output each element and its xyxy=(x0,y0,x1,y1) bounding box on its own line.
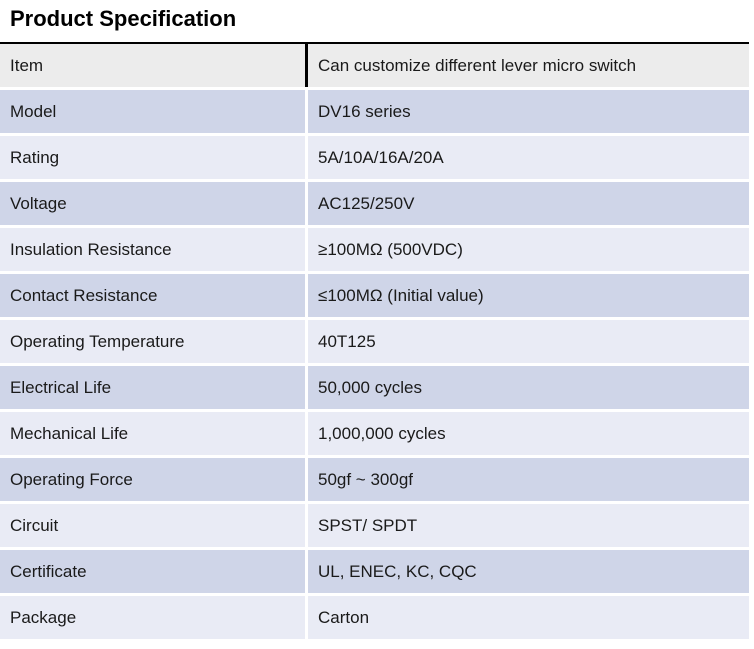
spec-label: Package xyxy=(0,596,305,639)
spec-label: Electrical Life xyxy=(0,366,305,409)
spec-value: 5A/10A/16A/20A xyxy=(308,136,749,179)
spec-value: AC125/250V xyxy=(308,182,749,225)
spec-label: Insulation Resistance xyxy=(0,228,305,271)
spec-label: Rating xyxy=(0,136,305,179)
spec-value: ≤100MΩ (Initial value) xyxy=(308,274,749,317)
table-row: Circuit SPST/ SPDT xyxy=(0,504,749,547)
spec-value: 50,000 cycles xyxy=(308,366,749,409)
spec-label: Operating Force xyxy=(0,458,305,501)
spec-value: UL, ENEC, KC, CQC xyxy=(308,550,749,593)
spec-label: Certificate xyxy=(0,550,305,593)
spec-value: 40T125 xyxy=(308,320,749,363)
spec-value: DV16 series xyxy=(308,90,749,133)
table-row: Model DV16 series xyxy=(0,90,749,133)
table-row: Package Carton xyxy=(0,596,749,639)
table-row: Operating Force 50gf ~ 300gf xyxy=(0,458,749,501)
table-row: Item Can customize different lever micro… xyxy=(0,44,749,87)
table-row: Rating 5A/10A/16A/20A xyxy=(0,136,749,179)
spec-value: 50gf ~ 300gf xyxy=(308,458,749,501)
table-row: Voltage AC125/250V xyxy=(0,182,749,225)
spec-label: Operating Temperature xyxy=(0,320,305,363)
table-row: Insulation Resistance ≥100MΩ (500VDC) xyxy=(0,228,749,271)
table-row: Certificate UL, ENEC, KC, CQC xyxy=(0,550,749,593)
spec-label: Model xyxy=(0,90,305,133)
spec-value: ≥100MΩ (500VDC) xyxy=(308,228,749,271)
table-row: Contact Resistance ≤100MΩ (Initial value… xyxy=(0,274,749,317)
spec-value: 1,000,000 cycles xyxy=(308,412,749,455)
table-row: Electrical Life 50,000 cycles xyxy=(0,366,749,409)
spec-value: Can customize different lever micro swit… xyxy=(308,44,749,87)
spec-value: SPST/ SPDT xyxy=(308,504,749,547)
table-row: Operating Temperature 40T125 xyxy=(0,320,749,363)
spec-label: Mechanical Life xyxy=(0,412,305,455)
table-row: Mechanical Life 1,000,000 cycles xyxy=(0,412,749,455)
spec-label: Voltage xyxy=(0,182,305,225)
spec-value: Carton xyxy=(308,596,749,639)
specification-table: Item Can customize different lever micro… xyxy=(0,42,749,639)
spec-label: Contact Resistance xyxy=(0,274,305,317)
spec-label: Circuit xyxy=(0,504,305,547)
spec-label: Item xyxy=(0,44,305,87)
page-title: Product Specification xyxy=(10,6,237,31)
page: Product Specification Item Can customize… xyxy=(0,5,754,639)
